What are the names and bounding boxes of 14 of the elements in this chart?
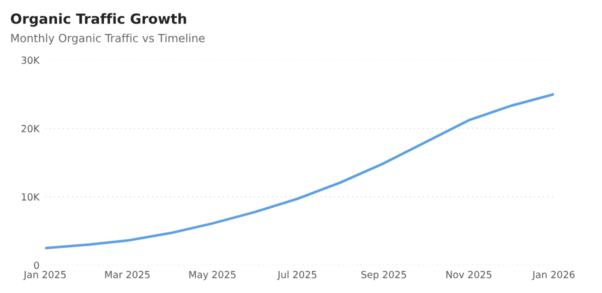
y-tick-label: 30K [22, 56, 40, 64]
x-tick-label: Nov 2025 [446, 270, 492, 278]
chart-title: Organic Traffic Growth [10, 13, 186, 27]
x-tick-label: Jan 2025 [23, 270, 66, 280]
y-tick-label: 20K [22, 124, 40, 132]
y-tick-label: 0 [34, 262, 39, 269]
x-tick-label: Sep 2025 [361, 270, 406, 280]
line-series [45, 93, 554, 250]
x-tick-label: Mar 2025 [105, 270, 150, 278]
x-tick-label: Jul 2025 [277, 270, 316, 280]
x-tick-label: Jan 2026 [532, 270, 575, 280]
chart-subtitle: Monthly Organic Traffic vs Timeline [11, 34, 205, 44]
y-tick-label: 10K [22, 193, 40, 201]
x-tick-label: May 2025 [189, 270, 236, 280]
